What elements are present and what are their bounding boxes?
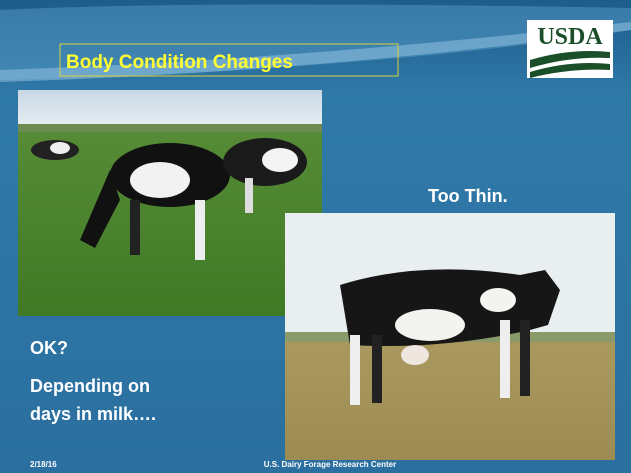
footer-date: 2/18/16	[30, 460, 57, 469]
note-line: days in milk….	[30, 404, 156, 424]
logo-text: USDA	[537, 24, 603, 50]
photo-thin-cow	[285, 213, 615, 460]
photo-grazing-cows	[18, 90, 322, 316]
title: Body Condition Changes	[66, 52, 293, 73]
label-ok: OK?	[30, 338, 68, 358]
slide: Body Condition Changes USDA Too Thin.	[0, 0, 631, 473]
label-too-thin: Too Thin.	[428, 186, 508, 206]
page: Body Condition Changes USDA Too Thin.	[0, 0, 631, 473]
logo: USDA	[527, 20, 613, 78]
footer-organization: U.S. Dairy Forage Research Center	[264, 460, 397, 469]
note-line: Depending on	[30, 376, 150, 396]
